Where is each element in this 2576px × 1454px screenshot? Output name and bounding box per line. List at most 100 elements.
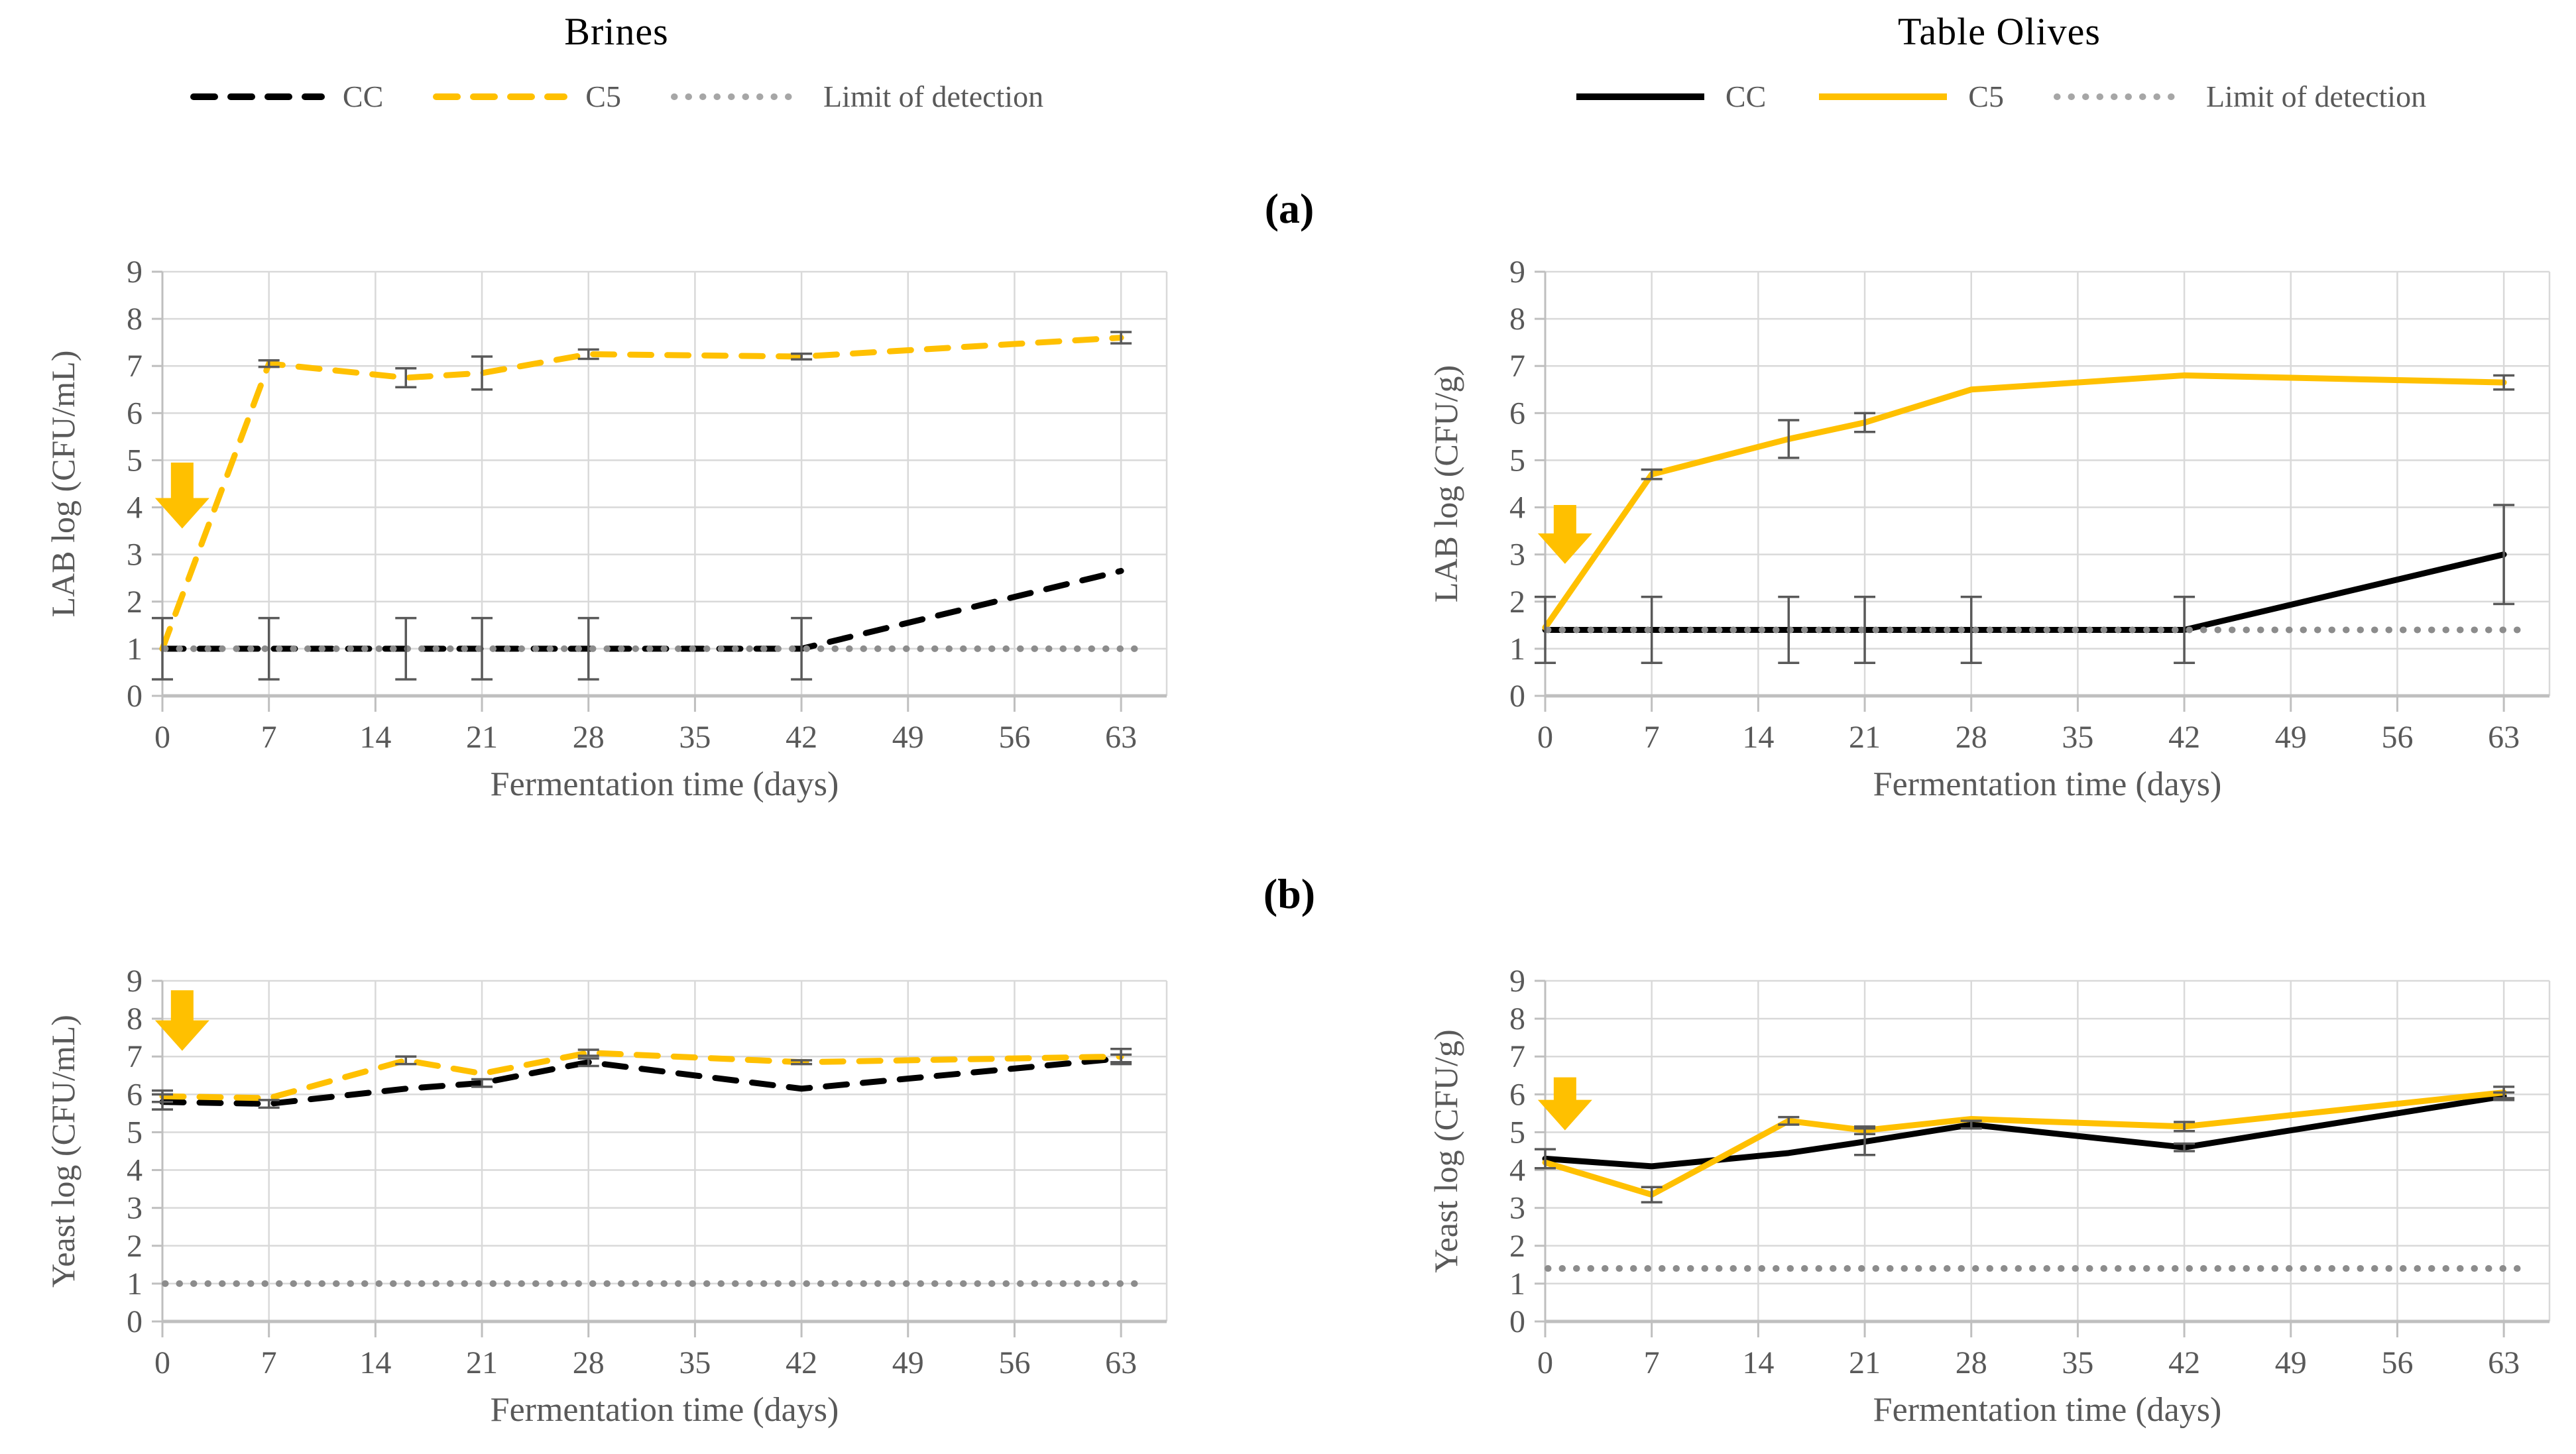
y-axis-title: LAB log (CFU/mL) — [44, 351, 82, 618]
inoculation-arrow-icon — [154, 463, 209, 529]
x-tick-label: 0 — [154, 1345, 170, 1380]
y-tick-label: 2 — [127, 585, 143, 620]
x-tick-label: 35 — [679, 1345, 711, 1380]
panel-label-a: (a) — [1264, 185, 1315, 232]
x-tick-label: 56 — [2381, 1345, 2413, 1380]
y-tick-label: 2 — [127, 1229, 143, 1264]
y-tick-label: 7 — [1509, 349, 1525, 384]
x-tick-label: 28 — [1956, 1345, 1987, 1380]
legend-line-sample-solid — [1819, 93, 1948, 100]
x-tick-label: 42 — [2168, 720, 2200, 755]
series-line-cc — [1542, 551, 2507, 633]
y-tick-label: 6 — [1509, 1077, 1525, 1112]
x-tick-label: 56 — [2381, 720, 2413, 755]
inoculation-arrow-icon — [1537, 505, 1592, 564]
x-tick-label: 42 — [786, 1345, 817, 1380]
y-tick-label: 8 — [1509, 302, 1525, 337]
y-tick-label: 3 — [127, 537, 143, 573]
y-tick-label: 0 — [127, 1304, 143, 1339]
x-tick-label: 28 — [1956, 720, 1987, 755]
x-axis-title: Fermentation time (days) — [1873, 1391, 2222, 1429]
y-tick-label: 1 — [1509, 632, 1525, 667]
y-tick-label: 3 — [1509, 1191, 1525, 1226]
y-tick-label: 4 — [127, 490, 143, 526]
x-tick-label: 14 — [1742, 720, 1774, 755]
x-axis-title: Fermentation time (days) — [1873, 765, 2222, 803]
legend-line-sample-solid — [1576, 93, 1704, 100]
y-tick-label: 6 — [127, 396, 143, 431]
y-tick-label: 4 — [1509, 1153, 1525, 1188]
y-tick-label: 4 — [127, 1153, 143, 1188]
legend-item-limit-of-detection: Limit of detection — [2053, 79, 2426, 114]
y-tick-label: 8 — [127, 1001, 143, 1036]
x-tick-label: 49 — [2275, 1345, 2307, 1380]
panel-label-b: (b) — [1263, 870, 1316, 917]
x-tick-label: 0 — [1537, 1345, 1553, 1380]
legend-line-sample-dotted — [670, 93, 805, 100]
x-tick-label: 42 — [786, 720, 817, 755]
x-tick-label: 28 — [573, 1345, 605, 1380]
y-tick-label: 1 — [127, 1266, 143, 1302]
legend-item-cc: CC — [1572, 79, 1766, 114]
x-tick-label: 35 — [2062, 720, 2093, 755]
y-tick-label: 8 — [1509, 1001, 1525, 1036]
y-tick-label: 9 — [1509, 964, 1525, 999]
y-tick-label: 7 — [127, 349, 143, 384]
y-tick-label: 7 — [1509, 1039, 1525, 1074]
y-tick-label: 9 — [127, 964, 143, 999]
y-tick-label: 4 — [1509, 490, 1525, 526]
y-tick-label: 3 — [127, 1191, 143, 1226]
legend-label: Limit of detection — [2205, 80, 2427, 113]
x-tick-label: 63 — [2488, 720, 2520, 755]
legend-line-sample-dotted — [2053, 93, 2188, 100]
x-tick-label: 49 — [2275, 720, 2307, 755]
x-tick-label: 0 — [1537, 720, 1553, 755]
legend-label: CC — [342, 80, 384, 113]
y-tick-label: 2 — [1509, 1229, 1525, 1264]
x-tick-label: 21 — [466, 1345, 498, 1380]
y-tick-label: 5 — [127, 443, 143, 478]
legend-label: C5 — [1968, 80, 2004, 113]
chart-brines-lab: 0 1 2 3 4 5 6 7 8 9 0 7 14 21 28 35 42 49 56 63 Fermentation… — [40, 245, 1193, 832]
x-tick-label: 7 — [1644, 720, 1660, 755]
legend-item-c5: C5 — [432, 79, 621, 114]
x-tick-label: 42 — [2168, 1345, 2200, 1380]
chart-olives-lab: 0 1 2 3 4 5 6 7 8 9 0 7 14 21 28 35 42 49 56 63 Fermentation… — [1423, 245, 2576, 832]
y-tick-label: 8 — [127, 302, 143, 337]
legend-label: CC — [1725, 80, 1767, 113]
column-header-brines: Brines CC C5 Limit of detection — [40, 0, 1193, 152]
legend-item-cc: CC — [190, 79, 383, 114]
x-tick-label: 63 — [1105, 1345, 1137, 1380]
y-axis-title: Yeast log (CFU/mL) — [44, 1015, 82, 1288]
legend-label: Limit of detection — [823, 80, 1044, 113]
x-tick-label: 28 — [573, 720, 605, 755]
y-tick-label: 5 — [1509, 1115, 1525, 1150]
legend-item-c5: C5 — [1815, 79, 2004, 114]
legend-line-sample-dashed — [433, 93, 568, 100]
y-tick-label: 9 — [1509, 254, 1525, 290]
y-tick-label: 9 — [127, 254, 143, 290]
x-tick-label: 49 — [892, 1345, 924, 1380]
y-tick-label: 6 — [1509, 396, 1525, 431]
legend-label: C5 — [585, 80, 621, 113]
x-tick-label: 56 — [998, 1345, 1030, 1380]
y-axis-title: LAB log (CFU/g) — [1427, 365, 1464, 602]
chart-brines-yeast: 0 1 2 3 4 5 6 7 8 9 0 7 14 21 28 35 42 49 56 63 Fermentation… — [40, 954, 1193, 1454]
legend-line-sample-dashed — [190, 93, 325, 100]
chart-olives-yeast: 0 1 2 3 4 5 6 7 8 9 0 7 14 21 28 35 42 49 56 63 Fermentation… — [1423, 954, 2576, 1454]
x-tick-label: 7 — [1644, 1345, 1660, 1380]
x-tick-label: 14 — [359, 720, 391, 755]
y-axis-title: Yeast log (CFU/g) — [1427, 1029, 1464, 1272]
y-tick-label: 1 — [1509, 1266, 1525, 1302]
x-tick-label: 35 — [679, 720, 711, 755]
legend-item-limit-of-detection: Limit of detection — [670, 79, 1043, 114]
x-axis-title: Fermentation time (days) — [491, 1391, 839, 1429]
inoculation-arrow-icon — [1537, 1077, 1592, 1131]
x-tick-label: 35 — [2062, 1345, 2093, 1380]
x-axis-title: Fermentation time (days) — [491, 765, 839, 803]
x-tick-label: 7 — [261, 1345, 277, 1380]
